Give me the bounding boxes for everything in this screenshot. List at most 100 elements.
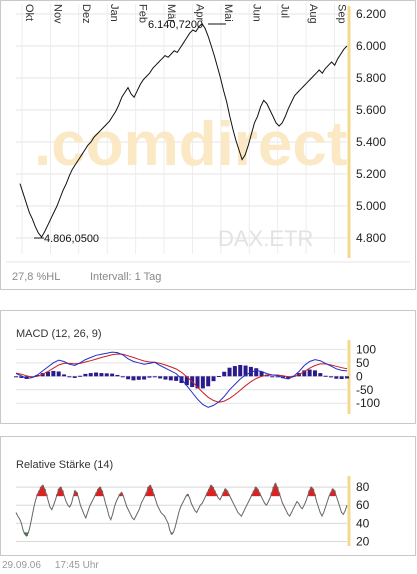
macd-histogram-bar <box>115 374 120 377</box>
macd-y-tick-label: 50 <box>356 356 370 370</box>
x-tick-label: Mär <box>165 4 177 23</box>
overbought-fill <box>254 487 257 497</box>
macd-histogram-bar <box>56 371 61 377</box>
chart-title: DAX.ETR <box>218 226 313 251</box>
y-tick-label: 6.200 <box>356 7 386 21</box>
macd-histogram-bar <box>46 371 51 377</box>
macd-histogram-bar <box>99 373 104 377</box>
macd-histogram-bar <box>147 376 152 378</box>
overbought-fill <box>38 490 41 497</box>
macd-histogram-bar <box>254 368 259 377</box>
overbought-fill <box>145 492 148 497</box>
macd-histogram-bar <box>78 375 83 377</box>
overbought-fill <box>57 488 61 497</box>
macd-histogram-bar <box>323 375 328 377</box>
macd-histogram-bar <box>318 373 323 377</box>
macd-histogram-bar <box>307 369 312 377</box>
overbought-fill <box>211 487 214 497</box>
overbought-fill <box>208 488 211 497</box>
macd-histogram-bar <box>126 376 131 380</box>
macd-y-tick-label: -100 <box>356 396 380 410</box>
overbought-fill <box>331 488 334 497</box>
overbought-fill <box>274 483 277 497</box>
x-tick-label: Feb <box>137 4 149 23</box>
overbought-fill <box>98 487 102 497</box>
macd-histogram-bar <box>72 376 77 378</box>
macd-histogram-bar <box>248 366 253 377</box>
macd-histogram-bar <box>339 376 344 379</box>
macd-histogram-bar <box>104 373 109 377</box>
overbought-fill <box>97 488 100 497</box>
overbought-fill <box>43 488 46 497</box>
overbought-fill <box>225 490 229 497</box>
macd-histogram-bar <box>206 376 211 387</box>
y-tick-label: 5.000 <box>356 199 386 213</box>
macd-histogram-bar <box>200 376 205 389</box>
y-tick-label: 5.800 <box>356 71 386 85</box>
macd-histogram-bar <box>19 376 24 378</box>
macd-histogram-bar <box>227 367 232 377</box>
macd-title: MACD (12, 26, 9) <box>16 328 102 340</box>
rsi-y-tick-label: 40 <box>356 516 370 530</box>
macd-histogram-bar <box>238 365 243 377</box>
overbought-fill <box>39 487 43 497</box>
rsi-y-tick-label: 80 <box>356 480 370 494</box>
macd-histogram-bar <box>312 370 317 377</box>
rsi-line <box>15 482 348 537</box>
macd-histogram-bar <box>94 372 99 377</box>
macd-histogram-bar <box>35 374 40 377</box>
macd-histogram-bar <box>270 376 275 378</box>
overbought-fill <box>95 492 98 497</box>
macd-histogram-bar <box>136 376 141 380</box>
macd-histogram-bar <box>334 376 339 379</box>
footer-left: 27,8 %HL <box>12 271 60 283</box>
macd-histogram-bar <box>328 376 333 378</box>
macd-histogram-bar <box>131 376 136 381</box>
overbought-fill <box>149 485 152 497</box>
macd-histogram-bar <box>275 376 280 378</box>
overbought-fill <box>120 492 123 497</box>
overbought-fill <box>333 490 336 497</box>
overbought-fill <box>61 490 64 497</box>
overbought-fill <box>256 488 259 497</box>
overbought-fill <box>147 487 150 497</box>
x-tick-label: Apr <box>193 4 205 21</box>
macd-y-tick-label: 100 <box>356 342 376 356</box>
overbought-fill <box>41 485 44 497</box>
macd-histogram-bar <box>120 376 125 378</box>
macd-histogram-bar <box>243 365 248 377</box>
x-tick-label: Dez <box>80 4 92 24</box>
overbought-fill <box>311 488 315 497</box>
overbought-fill <box>310 487 313 497</box>
macd-histogram-bar <box>216 376 221 378</box>
macd-histogram-bar <box>152 376 157 378</box>
overbought-fill <box>73 490 77 497</box>
macd-histogram-bar <box>67 376 72 378</box>
footer-date: 29.09.06 <box>2 560 41 571</box>
rsi-y-tick-label: 60 <box>356 498 370 512</box>
oversold-fill <box>25 532 28 537</box>
macd-histogram-bar <box>88 373 93 377</box>
overbought-fill <box>206 492 209 497</box>
x-tick-label: Nov <box>51 4 63 24</box>
price-chart-panel <box>0 0 416 290</box>
macd-histogram-bar <box>51 370 56 377</box>
overbought-fill <box>277 492 281 497</box>
high-label: 6.140,7200 <box>148 19 203 31</box>
macd-histogram-bar <box>83 373 88 377</box>
overbought-fill <box>75 492 78 497</box>
y-tick-label: 5.600 <box>356 103 386 117</box>
macd-histogram-bar <box>259 371 264 377</box>
x-tick-label: Jul <box>279 4 291 18</box>
macd-line <box>15 351 348 408</box>
macd-histogram-bar <box>222 371 227 377</box>
footer-time: 17:45 Uhr <box>54 560 99 571</box>
macd-histogram-bar <box>211 376 216 382</box>
macd-histogram-bar <box>168 376 173 381</box>
footer-right: Intervall: 1 Tag <box>90 271 161 283</box>
overbought-fill <box>213 490 216 497</box>
overbought-fill <box>100 490 104 497</box>
chart-footer: 29.09.06 17:45 Uhr <box>2 560 99 571</box>
price-series-line <box>19 22 348 238</box>
